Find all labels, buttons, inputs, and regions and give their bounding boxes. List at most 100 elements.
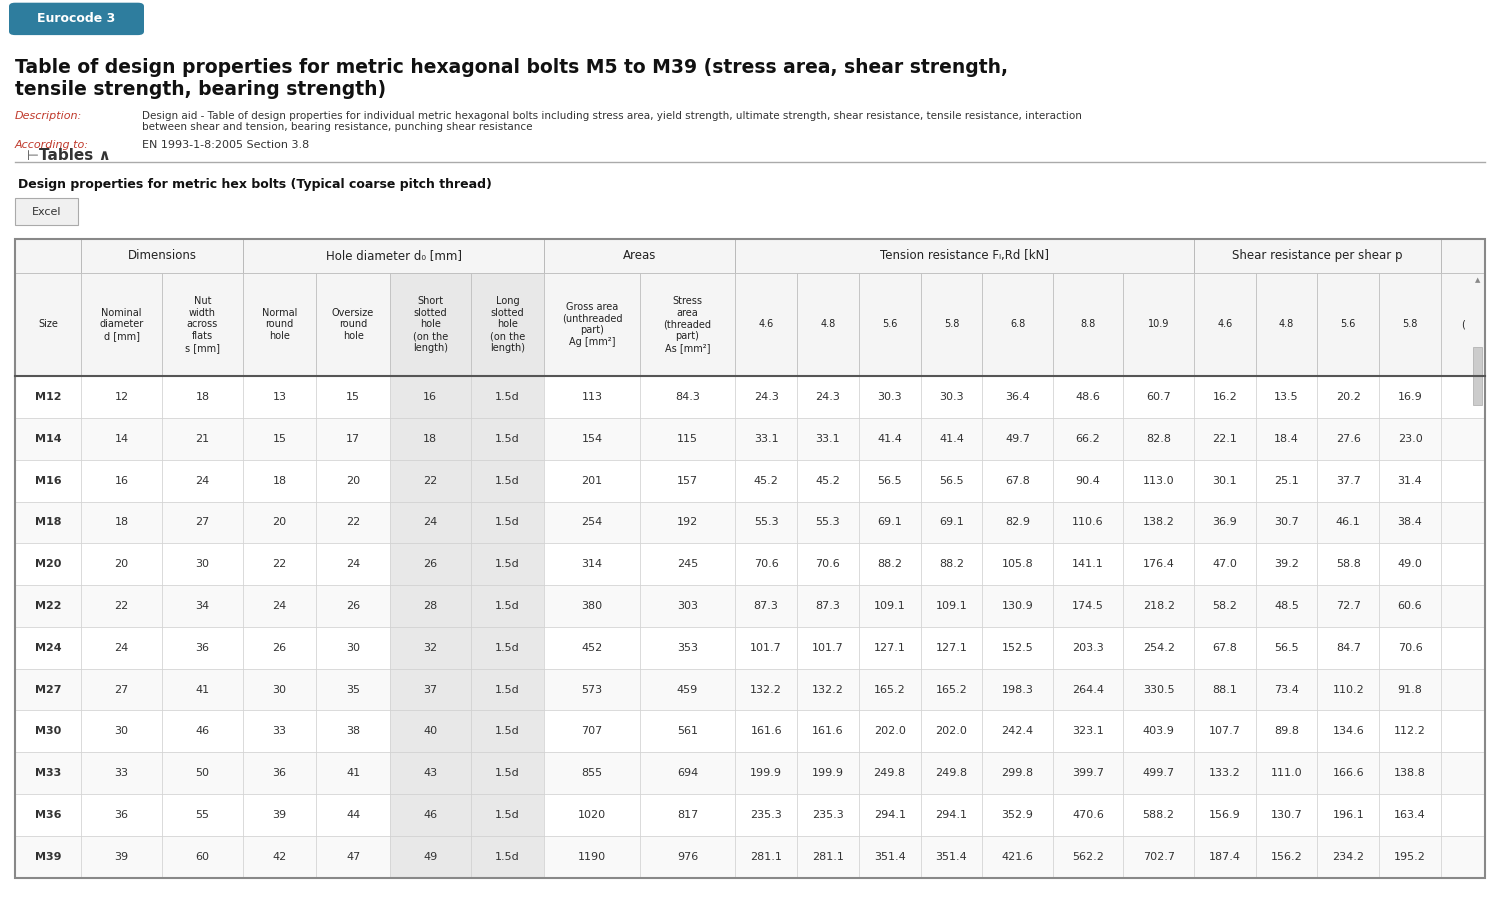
Text: 27: 27: [195, 518, 210, 527]
Text: 399.7: 399.7: [1072, 768, 1104, 778]
Bar: [639, 418, 735, 460]
Text: 22: 22: [423, 475, 438, 486]
Bar: [544, 752, 639, 794]
Bar: [735, 376, 796, 418]
Text: Design aid - Table of design properties for individual metric hexagonal bolts in: Design aid - Table of design properties …: [142, 111, 1083, 132]
Bar: [921, 376, 982, 418]
Text: 41.4: 41.4: [878, 434, 902, 444]
Text: 30: 30: [273, 685, 286, 695]
Text: 138.2: 138.2: [1143, 518, 1174, 527]
Text: 55.3: 55.3: [816, 518, 840, 527]
Text: 37.7: 37.7: [1336, 475, 1360, 486]
Text: 1.5d: 1.5d: [495, 392, 520, 402]
Text: 24: 24: [423, 518, 438, 527]
Bar: [316, 460, 390, 501]
Bar: [471, 273, 544, 376]
Text: Dimensions: Dimensions: [128, 249, 196, 262]
Text: 303: 303: [676, 601, 698, 611]
Text: 36: 36: [273, 768, 286, 778]
Text: 49.7: 49.7: [1005, 434, 1031, 444]
Text: 30: 30: [346, 643, 360, 652]
Bar: [796, 460, 859, 501]
Text: 234.2: 234.2: [1332, 851, 1365, 861]
Text: 60.6: 60.6: [1398, 601, 1422, 611]
Text: 187.4: 187.4: [1209, 851, 1240, 861]
Bar: [1053, 794, 1124, 836]
Text: 18: 18: [273, 475, 286, 486]
Text: 499.7: 499.7: [1143, 768, 1174, 778]
Bar: [1317, 585, 1378, 626]
Text: 156.9: 156.9: [1209, 810, 1240, 820]
Text: 1.5d: 1.5d: [495, 643, 520, 652]
Text: 24: 24: [114, 643, 129, 652]
Bar: [243, 585, 316, 626]
Bar: [982, 273, 1053, 376]
Bar: [1256, 836, 1317, 878]
Bar: [390, 376, 471, 418]
Text: 254.2: 254.2: [1143, 643, 1174, 652]
Bar: [1442, 752, 1485, 794]
Text: 264.4: 264.4: [1072, 685, 1104, 695]
Text: 134.6: 134.6: [1332, 726, 1364, 736]
Bar: [162, 501, 243, 544]
Bar: [1317, 669, 1378, 710]
Text: 154: 154: [582, 434, 603, 444]
Text: 49.0: 49.0: [1398, 559, 1422, 569]
Bar: [982, 794, 1053, 836]
Bar: [1378, 710, 1442, 752]
Bar: [1442, 836, 1485, 878]
Text: 72.7: 72.7: [1336, 601, 1360, 611]
Bar: [316, 626, 390, 669]
Bar: [15, 544, 81, 585]
Bar: [1256, 710, 1317, 752]
Text: 127.1: 127.1: [873, 643, 906, 652]
Bar: [544, 501, 639, 544]
Text: 41: 41: [346, 768, 360, 778]
Text: ▲: ▲: [1474, 277, 1480, 284]
Bar: [639, 752, 735, 794]
Text: 1.5d: 1.5d: [495, 851, 520, 861]
Text: 32: 32: [423, 643, 438, 652]
Text: 1190: 1190: [578, 851, 606, 861]
Bar: [859, 418, 921, 460]
Bar: [1317, 501, 1378, 544]
Bar: [162, 836, 243, 878]
Bar: [982, 501, 1053, 544]
Bar: [1317, 710, 1378, 752]
Text: EN 1993-1-8:2005 Section 3.8: EN 1993-1-8:2005 Section 3.8: [142, 140, 309, 149]
Bar: [81, 273, 162, 376]
Text: Description:: Description:: [15, 111, 82, 121]
Bar: [1378, 418, 1442, 460]
Bar: [982, 836, 1053, 878]
Text: 235.3: 235.3: [750, 810, 782, 820]
Text: 34: 34: [195, 601, 210, 611]
Bar: [1194, 585, 1256, 626]
Text: 60: 60: [195, 851, 210, 861]
Text: 87.3: 87.3: [816, 601, 840, 611]
Text: Size: Size: [38, 320, 58, 329]
Bar: [859, 626, 921, 669]
Bar: [735, 669, 796, 710]
Bar: [162, 376, 243, 418]
Bar: [921, 585, 982, 626]
Bar: [1442, 460, 1485, 501]
FancyBboxPatch shape: [15, 198, 78, 225]
Bar: [1124, 544, 1194, 585]
Bar: [1194, 710, 1256, 752]
Text: 130.9: 130.9: [1002, 601, 1034, 611]
Bar: [1053, 585, 1124, 626]
Bar: [1124, 836, 1194, 878]
Bar: [859, 460, 921, 501]
Bar: [1378, 544, 1442, 585]
Text: Tables ∧: Tables ∧: [39, 148, 111, 163]
Bar: [859, 752, 921, 794]
Bar: [859, 794, 921, 836]
Bar: [859, 544, 921, 585]
Text: 82.8: 82.8: [1146, 434, 1172, 444]
Bar: [1378, 376, 1442, 418]
Text: 138.8: 138.8: [1394, 768, 1426, 778]
Bar: [243, 626, 316, 669]
Bar: [81, 752, 162, 794]
Bar: [1378, 273, 1442, 376]
Text: Design properties for metric hex bolts (Typical coarse pitch thread): Design properties for metric hex bolts (…: [18, 178, 492, 191]
